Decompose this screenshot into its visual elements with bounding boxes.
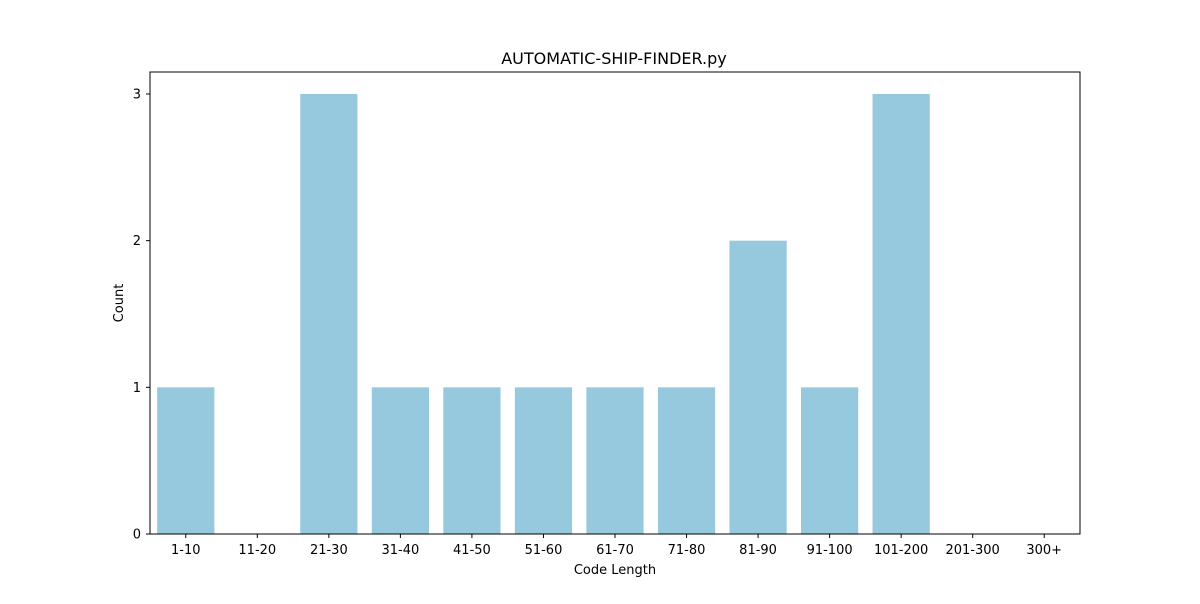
bar-91-100 <box>801 387 859 534</box>
bar-71-80 <box>657 387 716 534</box>
x-tick-label: 300+ <box>1026 543 1062 558</box>
y-axis-label: Count <box>112 284 127 323</box>
x-tick-label: 51-60 <box>525 543 563 558</box>
bar-41-50 <box>443 387 501 534</box>
x-tick-label: 31-40 <box>381 543 419 558</box>
bars-group <box>157 94 930 534</box>
x-tick-label: 41-50 <box>453 543 491 558</box>
x-axis-label: Code Length <box>574 563 656 578</box>
bar-21-30 <box>300 94 358 534</box>
bar-101-200 <box>872 94 930 534</box>
y-tick-label: 1 <box>133 381 141 396</box>
x-tick-label: 11-20 <box>238 543 276 558</box>
x-tick-label: 61-70 <box>596 543 634 558</box>
y-axis-ticks: 0 1 2 3 <box>133 88 150 543</box>
x-tick-label: 201-300 <box>946 543 1000 558</box>
bar-61-70 <box>586 387 644 534</box>
x-axis-ticks: 1-10 11-20 21-30 31-40 41-50 51-60 61-70 71-80 8… <box>171 534 1062 558</box>
bar-81-90 <box>729 240 787 534</box>
bar-31-40 <box>371 387 429 534</box>
x-tick-label: 71-80 <box>668 543 706 558</box>
chart-title: AUTOMATIC-SHIP-FINDER.py <box>501 49 727 68</box>
y-tick-label: 0 <box>133 528 141 543</box>
y-tick-label: 3 <box>133 88 141 103</box>
x-tick-label: 91-100 <box>807 543 853 558</box>
x-tick-label: 1-10 <box>171 543 201 558</box>
x-tick-label: 101-200 <box>874 543 928 558</box>
plot-frame <box>149 71 1081 535</box>
x-tick-label: 81-90 <box>739 543 777 558</box>
bar-1-10 <box>157 387 215 534</box>
bar-51-60 <box>514 387 573 534</box>
x-tick-label: 21-30 <box>310 543 348 558</box>
y-tick-label: 2 <box>133 234 141 249</box>
